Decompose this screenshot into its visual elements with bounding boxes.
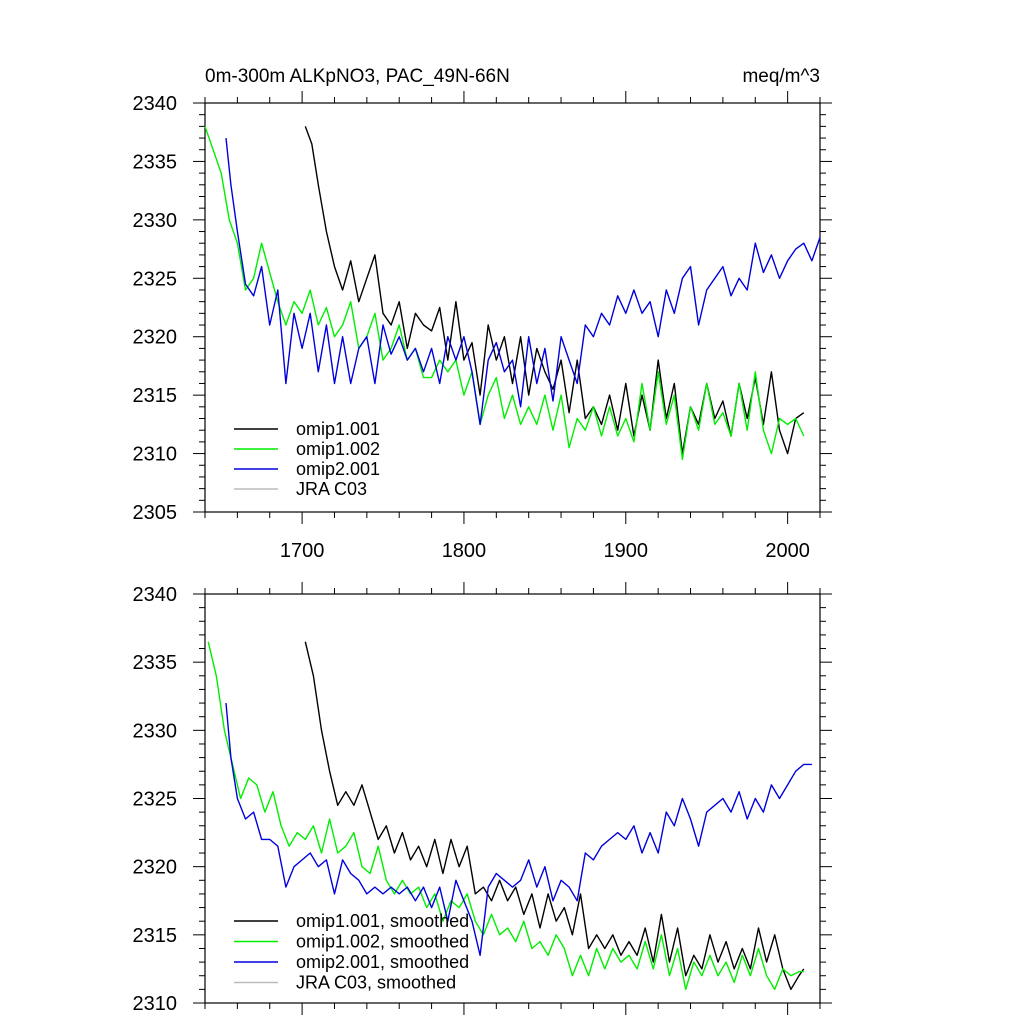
legend-label: omip1.002, smoothed [296,932,469,952]
plot-frame [204,102,821,513]
y-tick-label: 2315 [133,385,178,407]
legend-label: omip1.001 [296,419,380,439]
legend-label: JRA C03 [296,479,367,499]
x-tick-label: 2000 [765,540,810,562]
y-tick-label: 2315 [133,925,178,947]
legend-label: omip1.002 [296,439,380,459]
y-tick-label: 2330 [133,210,178,232]
x-tick-label: 1700 [280,540,325,562]
legend-label: JRA C03, smoothed [296,973,456,993]
y-tick-label: 2340 [133,93,178,115]
x-tick-label: 1900 [604,540,649,562]
legend-label: omip2.001 [296,459,380,479]
series-line-1 [207,641,804,991]
y-tick-label: 2330 [133,720,178,742]
y-tick-label: 2335 [133,652,178,674]
series-line-0 [304,126,805,455]
legend-label: omip1.001, smoothed [296,911,469,931]
series-line-2 [225,703,812,956]
chart-title: 0m-300m ALKpNO3, PAC_49N-66N [205,66,510,87]
series-line-1 [204,126,805,461]
y-tick-label: 2335 [133,151,178,173]
y-tick-label: 2320 [133,327,178,349]
series-line-0 [304,641,805,991]
y-tick-label: 2325 [133,789,178,811]
series-line-2 [225,138,821,426]
y-tick-label: 2320 [133,857,178,879]
y-tick-label: 2310 [133,993,178,1015]
legend-label: omip2.001, smoothed [296,952,469,972]
y-tick-label: 2305 [133,502,178,524]
top-panel: 2305 2310 2315 2320 2325 2330 2335 2340 1700 1800… [133,91,832,562]
y-tick-label: 2325 [133,268,178,290]
x-tick-label: 1800 [442,540,487,562]
bottom-panel: 2310 2315 2320 2325 2330 2335 2340 omip1.001, s… [133,582,832,1015]
units-label: meq/m^3 [742,66,820,87]
y-tick-label: 2310 [133,444,178,466]
y-tick-label: 2340 [133,584,178,606]
